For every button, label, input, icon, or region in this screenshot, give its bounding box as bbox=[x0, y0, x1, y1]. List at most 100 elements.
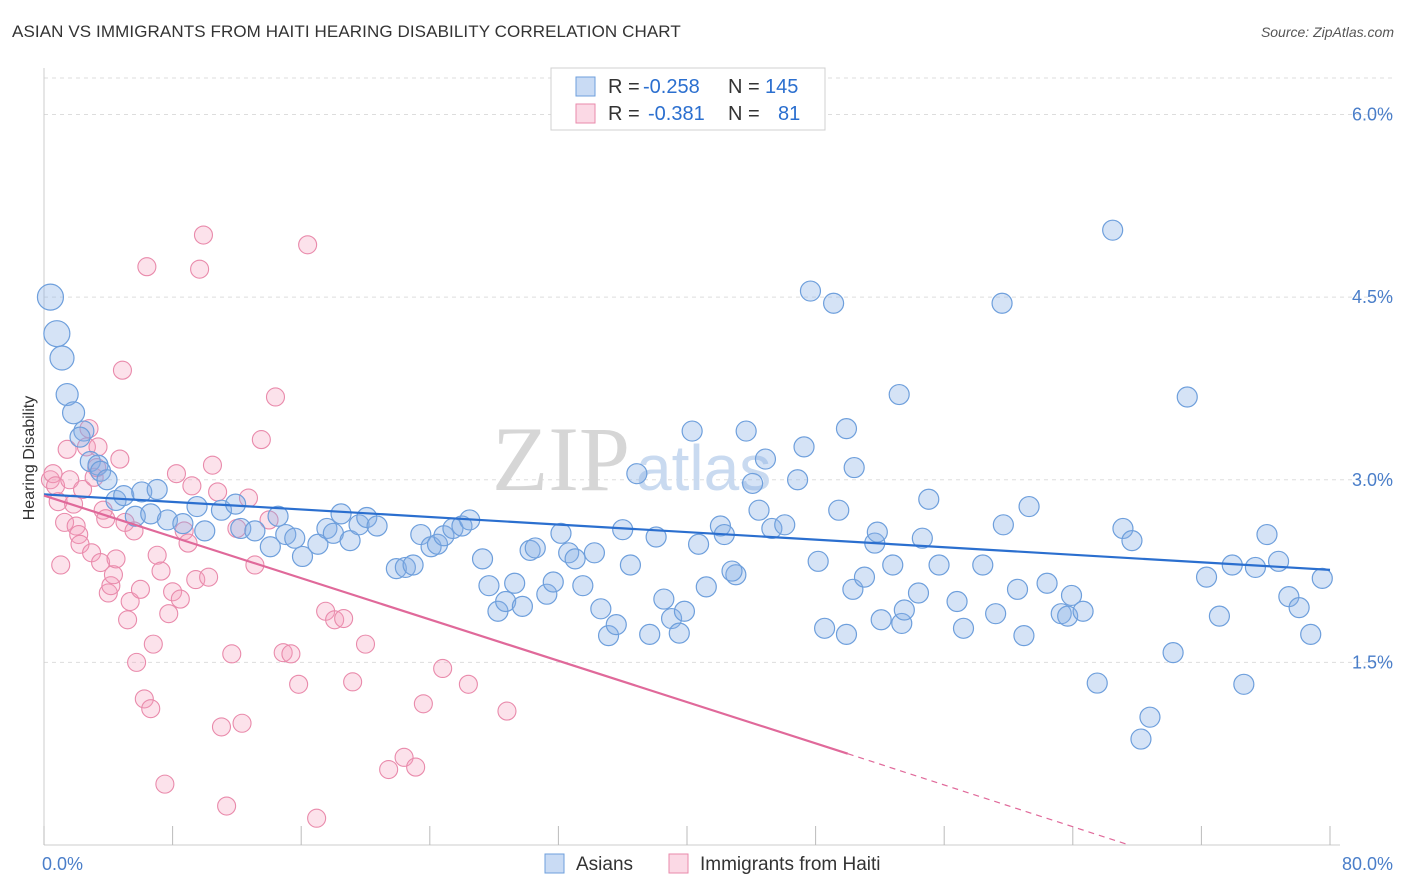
asians-point bbox=[835, 418, 858, 440]
asians-point bbox=[402, 554, 424, 576]
asians-point bbox=[73, 420, 95, 442]
haiti-point bbox=[298, 235, 318, 255]
asians-point bbox=[524, 537, 546, 559]
haiti-point bbox=[202, 455, 223, 475]
asians-point bbox=[1244, 556, 1267, 579]
watermark: ZIP atlas bbox=[492, 408, 771, 510]
asians-point bbox=[36, 283, 65, 311]
asians-point bbox=[564, 548, 586, 570]
asians-point bbox=[828, 499, 850, 521]
haiti-point bbox=[222, 644, 242, 664]
source-label: Source: ZipAtlas.com bbox=[1260, 24, 1394, 40]
asians-point bbox=[985, 603, 1007, 625]
asians-points bbox=[36, 219, 1333, 750]
asians-point bbox=[972, 554, 994, 576]
asians-point bbox=[590, 598, 612, 620]
y-tick-labels: 1.5% 3.0% 4.5% 6.0% bbox=[1352, 105, 1393, 673]
asians-point bbox=[786, 469, 809, 491]
asians-point bbox=[843, 456, 865, 479]
haiti-point bbox=[406, 757, 426, 777]
haiti-point bbox=[112, 360, 132, 380]
haiti-point bbox=[110, 449, 130, 469]
haiti-point bbox=[103, 565, 123, 585]
haiti-point bbox=[51, 555, 71, 575]
haiti-point bbox=[155, 774, 175, 794]
haiti-point bbox=[120, 591, 140, 612]
asians-point bbox=[330, 503, 352, 525]
haiti-point bbox=[413, 694, 433, 714]
asians-point bbox=[1102, 219, 1124, 241]
asians-point bbox=[55, 382, 79, 407]
haiti-point bbox=[245, 555, 265, 575]
asians-point bbox=[426, 533, 449, 555]
haiti-points bbox=[40, 225, 517, 828]
asians-point bbox=[1121, 530, 1143, 552]
asians-point bbox=[882, 554, 904, 576]
asians-point bbox=[583, 542, 606, 564]
asians-point bbox=[495, 590, 517, 613]
asians-point bbox=[1176, 386, 1198, 408]
asians-point bbox=[687, 533, 710, 555]
asians-point bbox=[140, 503, 162, 525]
haiti-point bbox=[98, 583, 118, 603]
legend-r-label-2: R = bbox=[608, 103, 640, 125]
legend-bottom-haiti-swatch bbox=[668, 853, 689, 874]
asians-point bbox=[754, 448, 777, 470]
asians-point bbox=[1060, 584, 1083, 607]
asians-point bbox=[807, 550, 829, 572]
haiti-point bbox=[433, 658, 453, 679]
chart-title: ASIAN VS IMMIGRANTS FROM HAITI HEARING D… bbox=[12, 22, 681, 41]
haiti-point bbox=[151, 561, 171, 581]
haiti-point bbox=[137, 257, 157, 277]
haiti-point bbox=[163, 582, 183, 602]
haiti-point bbox=[497, 701, 517, 721]
legend-stats: R = -0.258 N = 145 R = -0.381 N = 81 bbox=[550, 67, 826, 131]
asians-point bbox=[893, 599, 915, 621]
asians-point bbox=[888, 383, 910, 406]
asians-point bbox=[385, 558, 407, 580]
asians-point bbox=[131, 481, 153, 503]
asians-point bbox=[471, 548, 494, 570]
asians-point bbox=[348, 514, 370, 536]
asians-point bbox=[172, 512, 194, 535]
haiti-point bbox=[43, 464, 63, 484]
legend-series: Asians Immigrants from Haiti bbox=[544, 853, 881, 875]
haiti-point bbox=[55, 512, 75, 532]
asians-point bbox=[394, 556, 416, 579]
haiti-trend-line bbox=[43, 494, 849, 755]
asians-point bbox=[907, 582, 930, 604]
haiti-point bbox=[178, 533, 198, 553]
legend-r-label-1: R = bbox=[608, 76, 640, 98]
haiti-point bbox=[141, 699, 161, 719]
haiti-point bbox=[289, 674, 309, 694]
grid-lines bbox=[44, 77, 1394, 663]
legend-r-value-1: -0.258 bbox=[643, 76, 700, 98]
asians-point bbox=[1130, 728, 1152, 750]
asians-point bbox=[542, 571, 564, 593]
legend-asians-swatch bbox=[575, 76, 596, 97]
asians-point bbox=[1208, 605, 1231, 627]
x-tick-label: 0.0% bbox=[42, 854, 83, 874]
legend-bottom-haiti-label: Immigrants from Haiti bbox=[700, 854, 881, 875]
haiti-point bbox=[48, 492, 68, 512]
haiti-point bbox=[69, 524, 89, 545]
haiti-point bbox=[130, 579, 150, 599]
asians-point bbox=[1018, 495, 1040, 518]
legend-bottom-asians-swatch bbox=[544, 853, 565, 874]
asians-point bbox=[1112, 517, 1134, 540]
asians-point bbox=[1256, 523, 1278, 546]
asians-point bbox=[741, 472, 764, 495]
trend-lines bbox=[43, 493, 1331, 846]
haiti-point bbox=[343, 672, 363, 692]
asians-point bbox=[952, 617, 975, 639]
asians-point bbox=[1162, 642, 1184, 664]
asians-point bbox=[814, 617, 836, 639]
asians-point bbox=[619, 554, 642, 576]
asians-point bbox=[1072, 600, 1094, 622]
haiti-point bbox=[355, 634, 376, 654]
asians-point bbox=[1311, 567, 1333, 589]
haiti-point bbox=[166, 464, 187, 484]
asians-point bbox=[626, 463, 648, 485]
asians-point bbox=[113, 484, 135, 507]
